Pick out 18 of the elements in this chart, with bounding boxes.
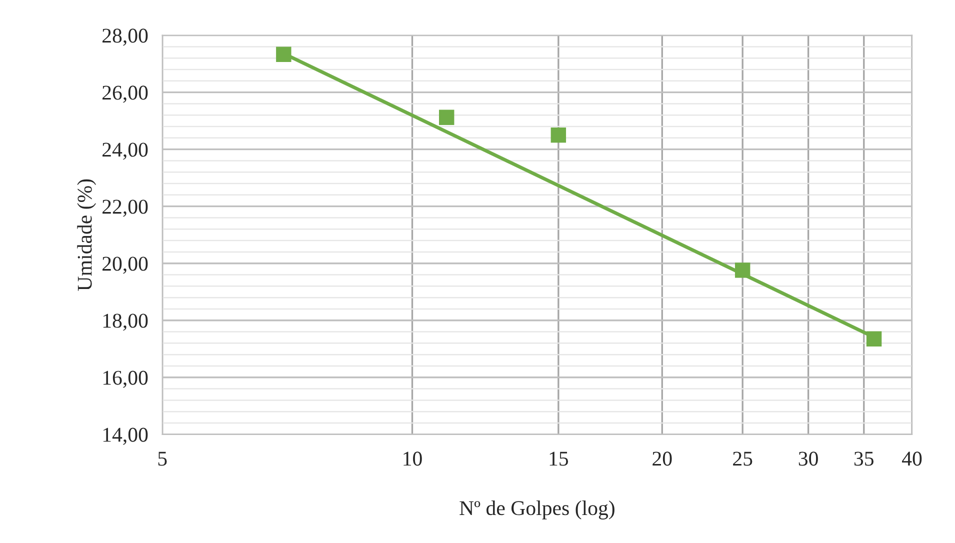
y-tick-label: 26,00 — [102, 86, 148, 103]
x-tick-label: 30 — [798, 452, 818, 466]
x-tick-label: 10 — [404, 452, 422, 466]
x-tick-label: 5 — [158, 452, 167, 466]
y-tick-label: 16,00 — [103, 370, 148, 388]
x-tick-label: 40 — [902, 452, 922, 466]
x-tick-label: 25 — [733, 452, 752, 466]
y-tick-label: 20,00 — [102, 256, 148, 274]
y-tick-label: 14,00 — [103, 428, 148, 445]
y-tick-label: 24,00 — [102, 142, 148, 160]
y-tick-label: 18,00 — [103, 314, 148, 331]
y-tick-label: 28,00 — [102, 28, 148, 46]
y-axis-title: Umidade (%) — [77, 179, 96, 291]
x-tick-label: 35 — [854, 452, 874, 466]
x-tick-label: 20 — [652, 452, 672, 466]
y-tick-label: 22,00 — [102, 200, 148, 217]
x-tick-label: 15 — [550, 452, 568, 466]
x-axis-title: Nº de Golpes (log) — [460, 500, 614, 520]
